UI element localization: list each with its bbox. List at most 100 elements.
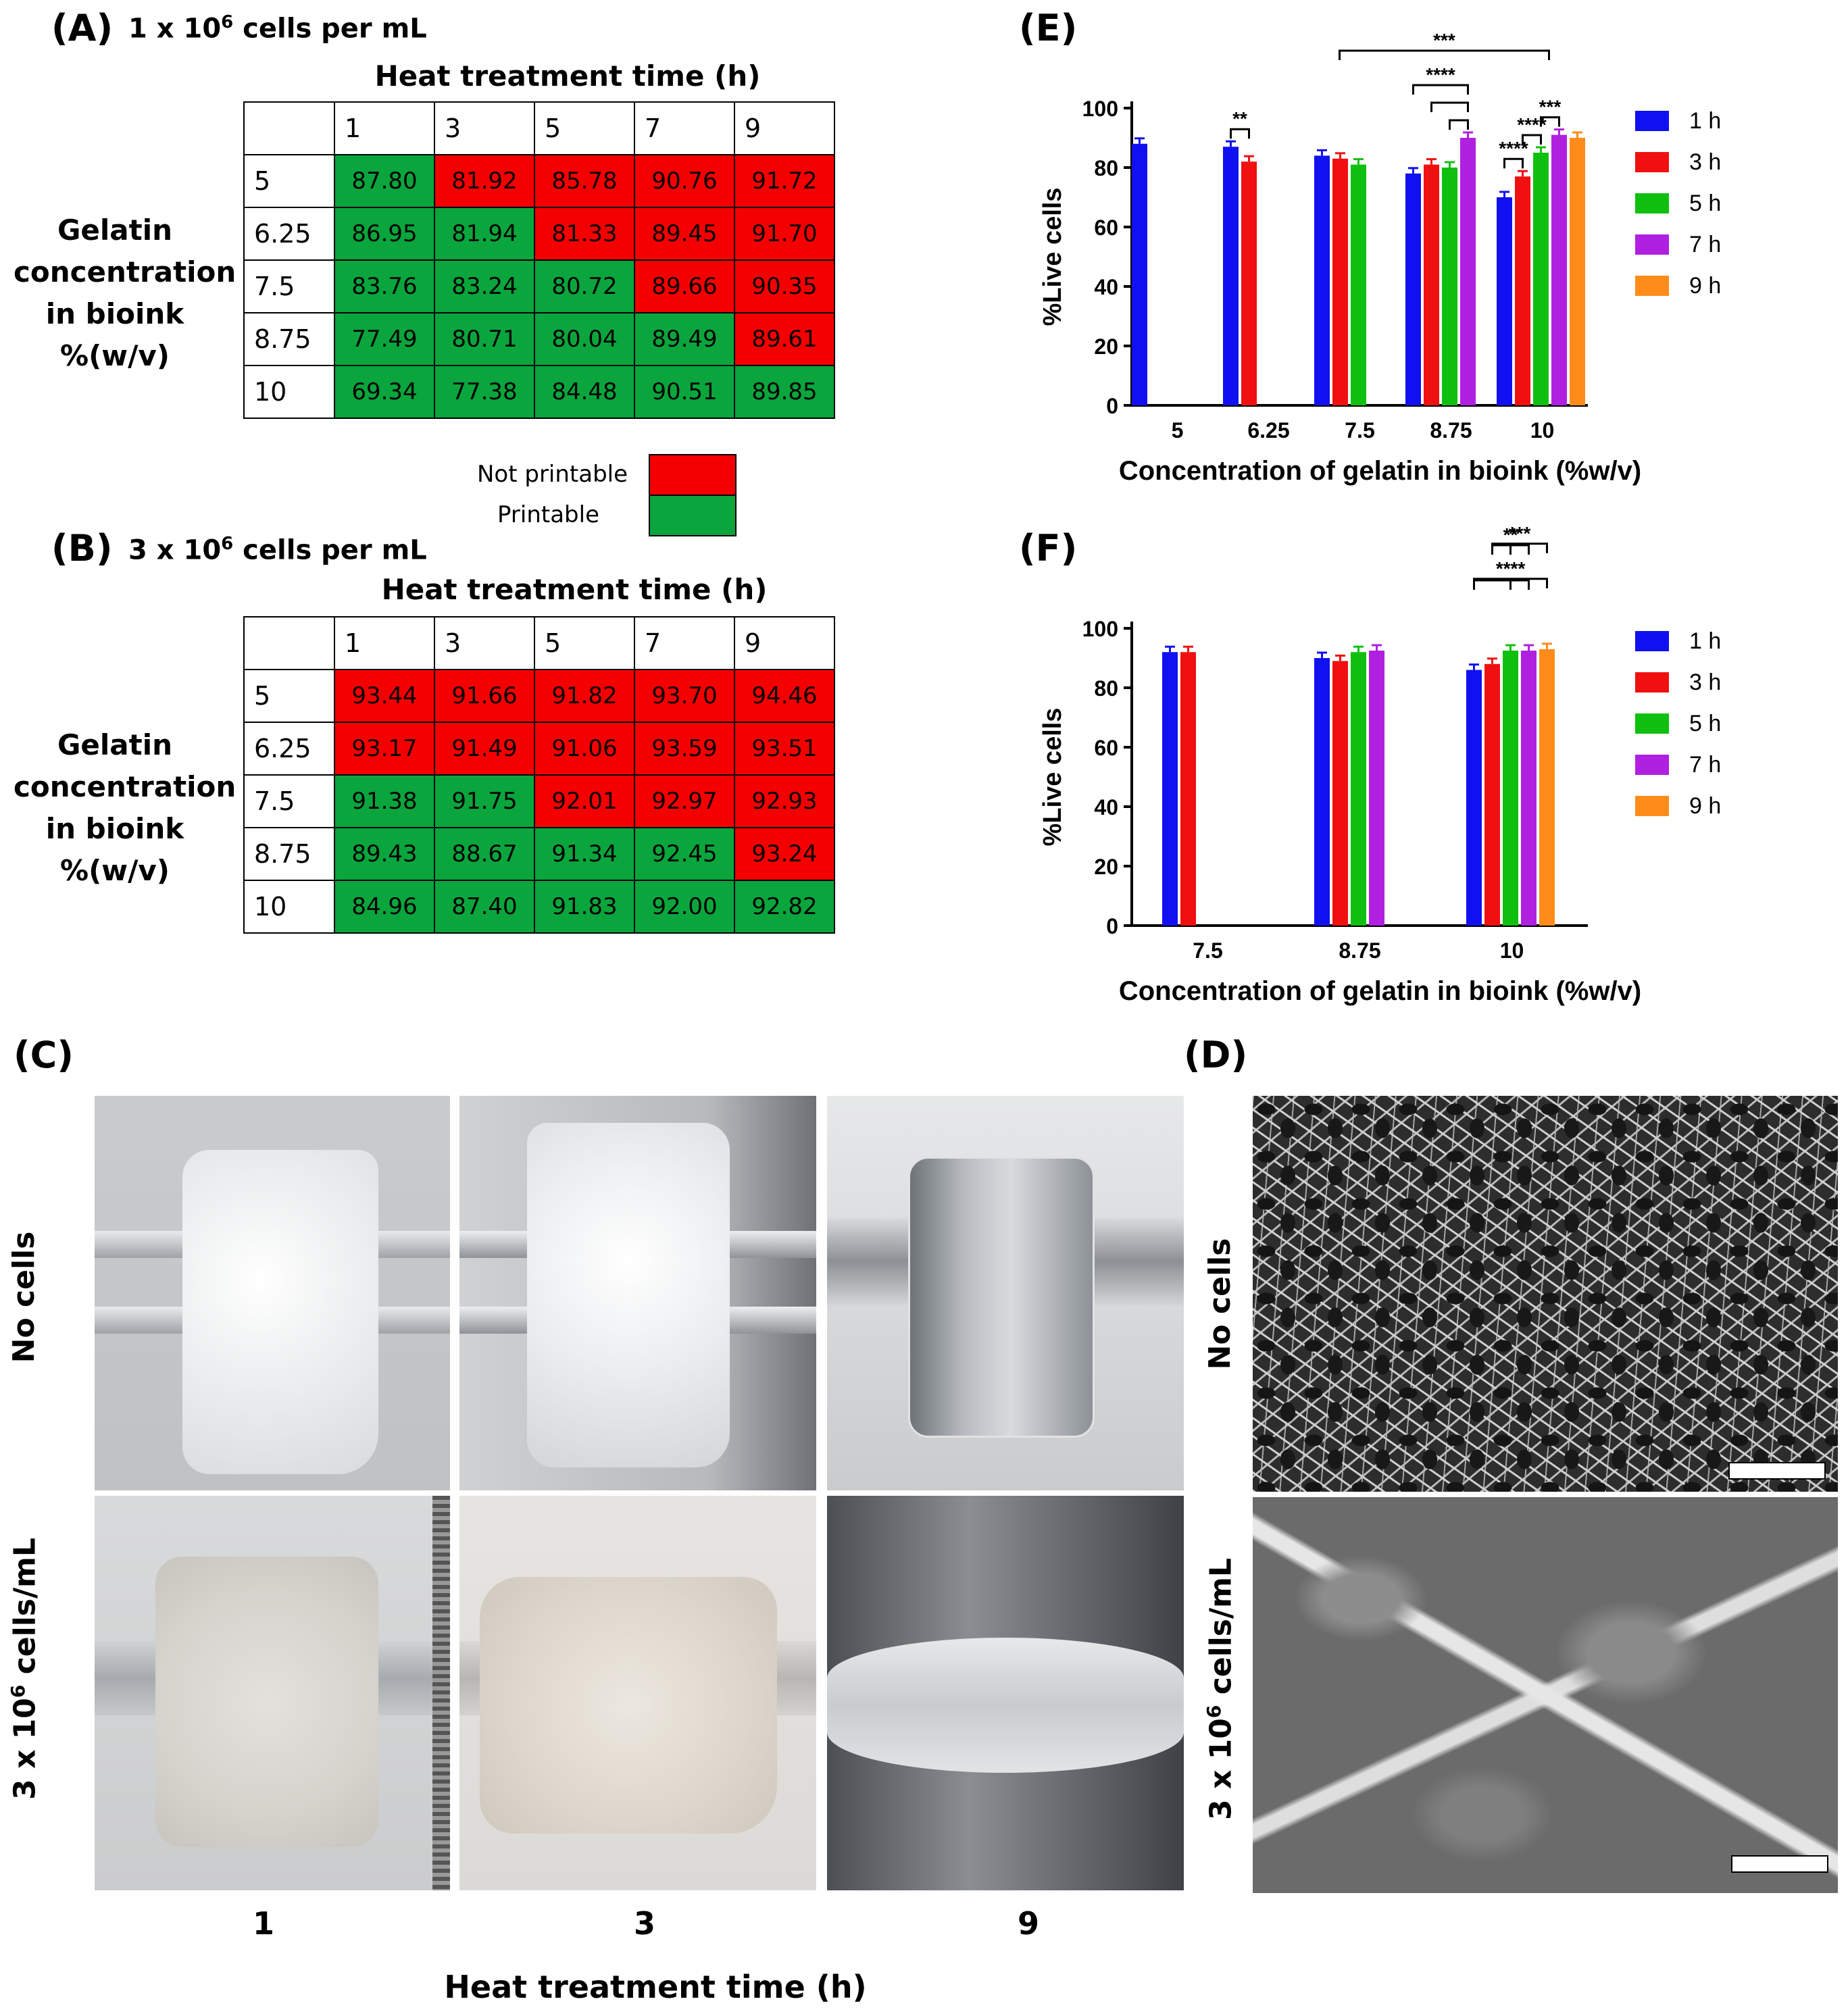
row-header: 6.25 bbox=[243, 722, 335, 776]
column-header: 9 bbox=[734, 616, 835, 670]
legend-swatch bbox=[1635, 796, 1669, 816]
bar-1h-10 bbox=[1497, 197, 1512, 405]
significance-bracket bbox=[1491, 544, 1512, 555]
significance-bracket bbox=[1473, 579, 1530, 590]
legend-printable-swatch bbox=[649, 495, 736, 536]
bar-5h-10 bbox=[1533, 153, 1549, 405]
cell-not-printable: 93.17 bbox=[334, 722, 435, 776]
panel-d-row-label-no-cells: No cells bbox=[1203, 1238, 1237, 1370]
y-axis-label: %Live cells bbox=[1039, 188, 1067, 326]
significance-label: **** bbox=[1499, 138, 1528, 159]
photo-cells-3h bbox=[459, 1496, 816, 1890]
legend-label: 5 h bbox=[1689, 711, 1721, 736]
y-tick-label: 80 bbox=[1094, 676, 1118, 701]
sem-image-cells bbox=[1253, 1497, 1838, 1893]
significance-label: *** bbox=[1509, 527, 1531, 544]
bar-3h-7.5 bbox=[1180, 652, 1196, 926]
row-header: 8.75 bbox=[243, 827, 335, 881]
bar-1h-7.5 bbox=[1314, 155, 1330, 405]
y-tick-label: 20 bbox=[1094, 855, 1118, 879]
cell-not-printable: 91.49 bbox=[434, 722, 535, 776]
legend-label: 7 h bbox=[1689, 232, 1721, 257]
legend-printable-label: Printable bbox=[497, 501, 599, 528]
legend-label: 3 h bbox=[1689, 149, 1721, 175]
legend-swatch bbox=[1635, 672, 1669, 692]
photo-cells-9h bbox=[827, 1496, 1184, 1890]
panel-c-letter: (C) bbox=[14, 1034, 74, 1076]
cell-printable: 92.82 bbox=[734, 880, 835, 934]
row-header: 10 bbox=[243, 365, 335, 419]
significance-label: *** bbox=[1539, 97, 1562, 118]
bar-1h-6.25 bbox=[1223, 147, 1239, 405]
y-tick-label: 80 bbox=[1094, 156, 1118, 180]
row-header: 5 bbox=[243, 154, 335, 208]
cell-not-printable: 92.01 bbox=[534, 774, 635, 828]
table-row: 6.25 86.95 81.94 81.33 89.45 91.70 bbox=[243, 207, 835, 261]
legend-label: 9 h bbox=[1689, 273, 1721, 299]
significance-bracket bbox=[1540, 116, 1560, 127]
table-row: 5 93.44 91.66 91.82 93.70 94.46 bbox=[243, 669, 835, 723]
y-tick-label: 60 bbox=[1094, 216, 1118, 240]
cell-printable: 91.75 bbox=[434, 774, 535, 828]
significance-bracket bbox=[1412, 84, 1469, 95]
bar-1h-8.75 bbox=[1405, 173, 1421, 405]
row-header: 8.75 bbox=[243, 312, 335, 366]
cell-printable: 77.38 bbox=[434, 365, 535, 419]
column-header: 1 bbox=[334, 616, 435, 670]
cell-not-printable: 90.35 bbox=[734, 259, 835, 313]
cell-not-printable: 93.44 bbox=[334, 669, 435, 723]
cell-printable: 83.24 bbox=[434, 259, 535, 313]
row-header: 7.5 bbox=[243, 774, 335, 828]
panel-d-letter: (D) bbox=[1184, 1034, 1248, 1076]
row-header: 7.5 bbox=[243, 259, 335, 313]
panel-b-letter: (B) bbox=[51, 527, 113, 570]
row-header: 10 bbox=[243, 880, 335, 934]
cell-not-printable: 91.72 bbox=[734, 154, 835, 208]
cell-printable: 84.48 bbox=[534, 365, 635, 419]
column-header: 1 bbox=[334, 101, 435, 155]
scale-bar bbox=[1728, 1462, 1826, 1480]
legend-label: 7 h bbox=[1689, 752, 1721, 778]
legend-label: 3 h bbox=[1689, 670, 1721, 695]
panel-c-row-label-cells: 3 x 106 cells/mL bbox=[7, 1538, 43, 1800]
table-corner-cell bbox=[243, 101, 335, 155]
panel-c-x-category-3: 3 bbox=[633, 1905, 655, 1942]
cell-not-printable: 89.45 bbox=[634, 207, 735, 261]
cell-not-printable: 92.97 bbox=[634, 774, 735, 828]
significance-bracket bbox=[1503, 157, 1524, 169]
cell-not-printable: 90.76 bbox=[634, 154, 735, 208]
cell-printable: 92.45 bbox=[634, 827, 735, 881]
x-tick-label: 10 bbox=[1500, 938, 1524, 963]
column-header: 9 bbox=[734, 101, 835, 155]
table-row: 10 69.34 77.38 84.48 90.51 89.85 bbox=[243, 365, 835, 419]
bar-7h-8.75 bbox=[1460, 138, 1476, 405]
bar-1h-5 bbox=[1132, 143, 1147, 406]
bar-3h-7.5 bbox=[1332, 158, 1348, 406]
significance-label: ** bbox=[1232, 108, 1247, 129]
bar-7h-8.75 bbox=[1369, 651, 1384, 926]
sem-image-no-cells bbox=[1253, 1096, 1838, 1492]
cell-not-printable: 93.24 bbox=[734, 827, 835, 881]
table-row: 8.75 89.43 88.67 91.34 92.45 93.24 bbox=[243, 827, 835, 881]
significance-label: **** bbox=[1496, 558, 1526, 579]
bar-1h-7.5 bbox=[1162, 652, 1178, 926]
bar-1h-8.75 bbox=[1314, 658, 1330, 926]
panel-f-bar-chart: 0 20 40 60 80 100 %Live cells Concentration of … bbox=[1039, 527, 1721, 1006]
cell-not-printable: 89.66 bbox=[634, 259, 735, 313]
cell-printable: 91.34 bbox=[534, 827, 635, 881]
cell-printable: 86.95 bbox=[334, 207, 435, 261]
bar-9h-10 bbox=[1570, 138, 1585, 405]
significance-label: **** bbox=[1426, 64, 1455, 85]
table-row: 7.5 91.38 91.75 92.01 92.97 92.93 bbox=[243, 774, 835, 828]
legend-label: 1 h bbox=[1689, 108, 1721, 134]
cell-not-printable: 91.06 bbox=[534, 722, 635, 776]
significance-bracket bbox=[1430, 101, 1469, 112]
legend-swatch bbox=[1635, 713, 1669, 734]
bar-3h-8.75 bbox=[1332, 661, 1348, 926]
table-corner-cell bbox=[243, 616, 335, 670]
photo-no-cells-1h bbox=[95, 1096, 450, 1490]
panel-f-letter: (F) bbox=[1019, 527, 1078, 570]
cell-printable: 88.67 bbox=[434, 827, 535, 881]
significance-bracket bbox=[1522, 134, 1542, 145]
bar-7h-10 bbox=[1521, 651, 1537, 926]
